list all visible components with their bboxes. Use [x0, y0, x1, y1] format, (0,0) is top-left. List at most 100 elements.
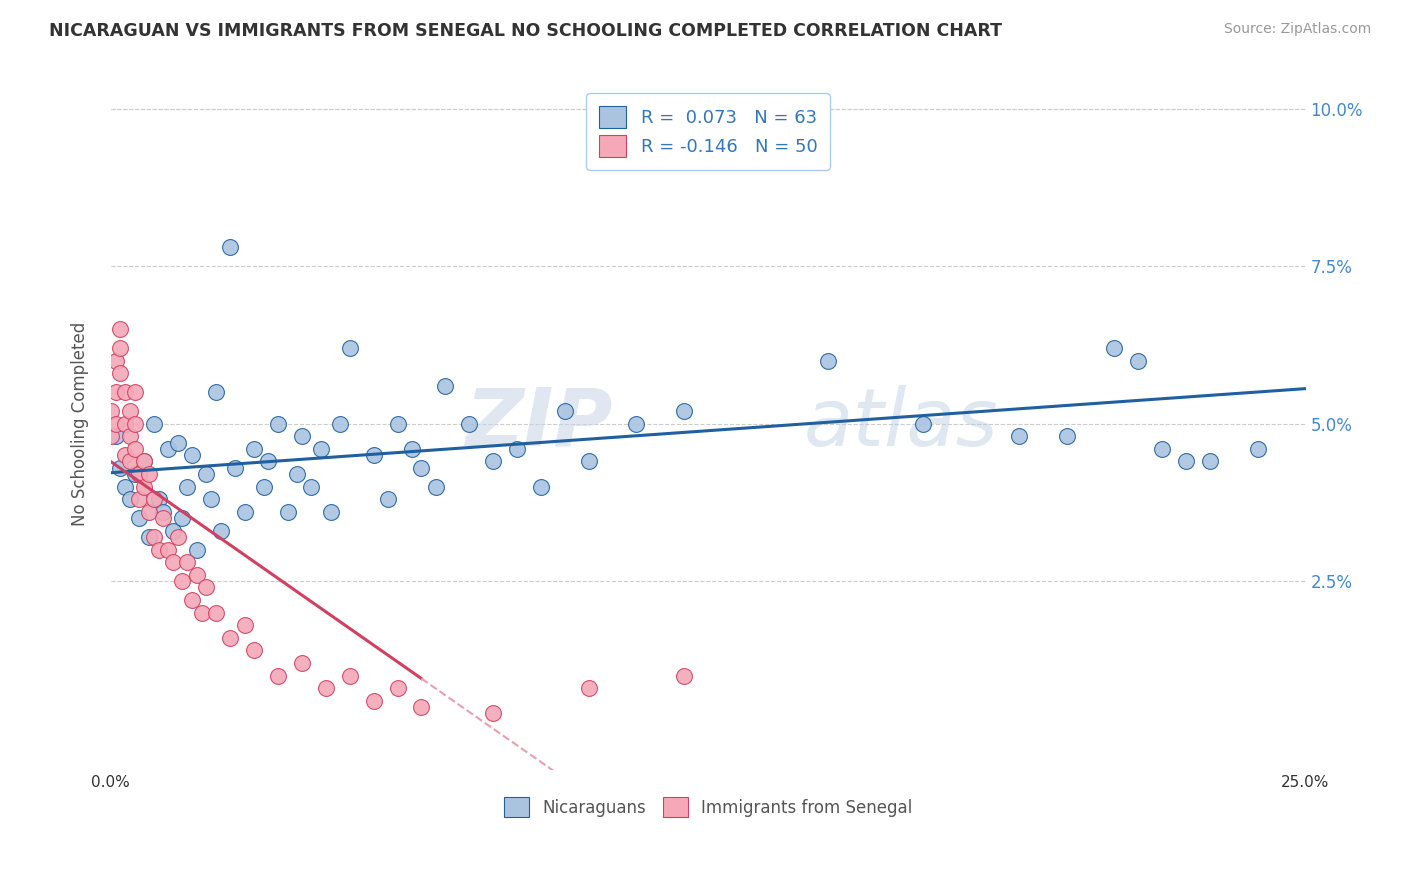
Point	[142, 492, 165, 507]
Point	[219, 240, 242, 254]
Point	[1199, 454, 1222, 468]
Point	[134, 480, 156, 494]
Point	[195, 581, 218, 595]
Point	[124, 467, 146, 481]
Legend: Nicaraguans, Immigrants from Senegal: Nicaraguans, Immigrants from Senegal	[498, 790, 920, 824]
Text: NICARAGUAN VS IMMIGRANTS FROM SENEGAL NO SCHOOLING COMPLETED CORRELATION CHART: NICARAGUAN VS IMMIGRANTS FROM SENEGAL NO…	[49, 22, 1002, 40]
Point	[114, 480, 136, 494]
Point	[124, 385, 146, 400]
Point	[578, 681, 600, 695]
Point	[411, 460, 433, 475]
Point	[401, 442, 423, 456]
Point	[118, 429, 141, 443]
Point	[482, 706, 505, 721]
Point	[152, 505, 174, 519]
Point	[172, 574, 194, 588]
Point	[104, 417, 127, 431]
Point	[162, 555, 184, 569]
Point	[817, 353, 839, 368]
Point	[148, 492, 170, 507]
Point	[100, 404, 122, 418]
Point	[205, 606, 228, 620]
Point	[339, 668, 361, 682]
Point	[277, 505, 299, 519]
Point	[482, 454, 505, 468]
Point	[209, 524, 232, 538]
Point	[128, 467, 150, 481]
Point	[181, 448, 204, 462]
Point	[190, 606, 212, 620]
Point	[128, 511, 150, 525]
Point	[329, 417, 352, 431]
Y-axis label: No Schooling Completed: No Schooling Completed	[72, 322, 89, 526]
Point	[110, 367, 132, 381]
Point	[176, 555, 198, 569]
Point	[124, 417, 146, 431]
Point	[387, 681, 409, 695]
Point	[721, 153, 744, 167]
Point	[1175, 454, 1198, 468]
Point	[257, 454, 280, 468]
Point	[267, 417, 290, 431]
Text: atlas: atlas	[804, 384, 998, 463]
Point	[110, 460, 132, 475]
Point	[309, 442, 332, 456]
Point	[506, 442, 529, 456]
Point	[114, 385, 136, 400]
Point	[134, 454, 156, 468]
Point	[243, 442, 266, 456]
Point	[233, 505, 256, 519]
Point	[104, 353, 127, 368]
Point	[128, 492, 150, 507]
Point	[319, 505, 342, 519]
Point	[104, 385, 127, 400]
Point	[243, 643, 266, 657]
Point	[142, 417, 165, 431]
Point	[219, 631, 242, 645]
Point	[148, 542, 170, 557]
Point	[673, 404, 696, 418]
Point	[162, 524, 184, 538]
Point	[100, 429, 122, 443]
Point	[176, 480, 198, 494]
Point	[114, 417, 136, 431]
Point	[1128, 353, 1150, 368]
Point	[195, 467, 218, 481]
Point	[387, 417, 409, 431]
Point	[157, 442, 180, 456]
Point	[673, 668, 696, 682]
Point	[411, 700, 433, 714]
Point	[142, 530, 165, 544]
Point	[253, 480, 276, 494]
Point	[363, 694, 385, 708]
Point	[166, 435, 188, 450]
Point	[267, 668, 290, 682]
Point	[285, 467, 308, 481]
Point	[434, 379, 457, 393]
Point	[291, 656, 314, 670]
Point	[118, 404, 141, 418]
Point	[339, 341, 361, 355]
Point	[1008, 429, 1031, 443]
Point	[315, 681, 337, 695]
Point	[186, 567, 208, 582]
Point	[114, 448, 136, 462]
Point	[301, 480, 323, 494]
Point	[554, 404, 576, 418]
Point	[425, 480, 447, 494]
Point	[1152, 442, 1174, 456]
Point	[181, 593, 204, 607]
Point	[110, 341, 132, 355]
Point	[1247, 442, 1270, 456]
Point	[172, 511, 194, 525]
Point	[912, 417, 935, 431]
Point	[291, 429, 314, 443]
Point	[233, 618, 256, 632]
Point	[166, 530, 188, 544]
Point	[200, 492, 222, 507]
Point	[110, 322, 132, 336]
Point	[124, 442, 146, 456]
Point	[134, 454, 156, 468]
Point	[363, 448, 385, 462]
Point	[118, 454, 141, 468]
